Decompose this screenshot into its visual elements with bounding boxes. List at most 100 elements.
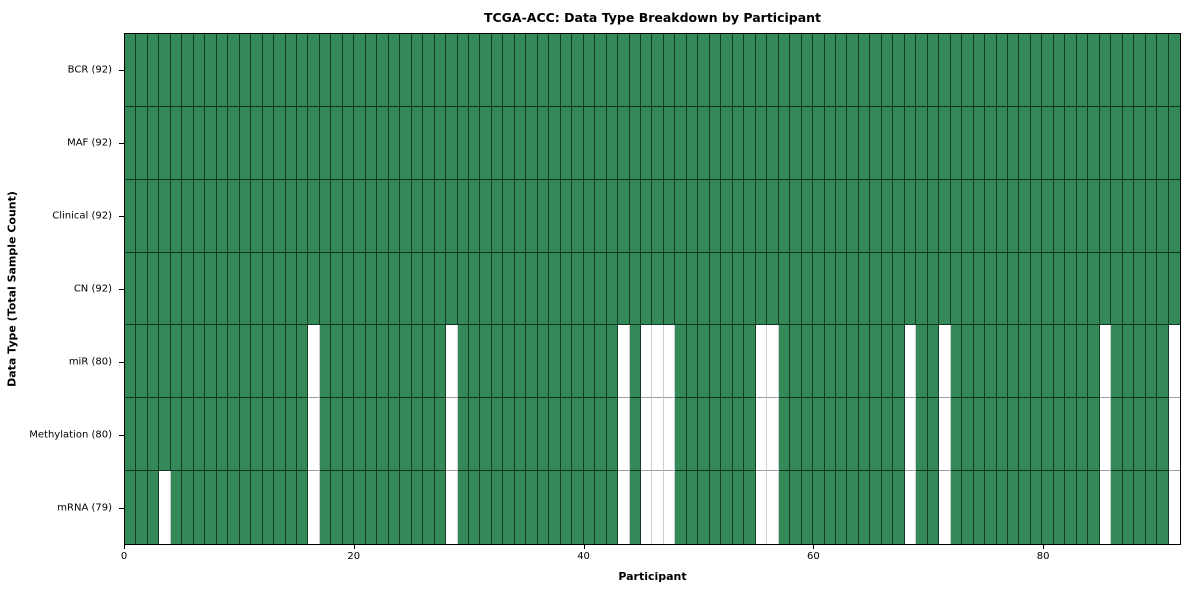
cell [939, 471, 951, 544]
cell [354, 471, 366, 544]
cell [1088, 471, 1100, 544]
cell [652, 325, 664, 399]
cell [950, 252, 963, 326]
cell [182, 252, 194, 326]
cell [125, 471, 137, 544]
cell [342, 106, 355, 180]
cell [652, 252, 664, 326]
cell [1157, 325, 1169, 399]
cell [870, 179, 882, 253]
cell [709, 179, 722, 253]
cell [262, 106, 275, 180]
cell [526, 34, 538, 107]
cell [870, 471, 882, 544]
cell [423, 179, 435, 253]
cell [732, 325, 745, 399]
cell [331, 252, 343, 326]
cell [686, 398, 699, 472]
cell [182, 471, 194, 544]
cell [1053, 179, 1066, 253]
cell [537, 252, 550, 326]
cell [572, 471, 584, 544]
cell [1030, 34, 1043, 107]
cell [996, 179, 1008, 253]
cell [228, 34, 240, 107]
cell [560, 106, 573, 180]
cell [1134, 34, 1146, 107]
cell [216, 34, 229, 107]
heatmap-row [125, 252, 1180, 326]
cell [182, 106, 194, 180]
cell [698, 252, 710, 326]
cell [147, 471, 160, 544]
cell [1111, 325, 1123, 399]
y-tick-mark [119, 289, 124, 290]
cell [1157, 398, 1169, 472]
cell [847, 34, 859, 107]
cell [170, 179, 183, 253]
cell [274, 106, 286, 180]
cell [1168, 179, 1180, 253]
cell [319, 398, 332, 472]
cell [193, 106, 206, 180]
cell [159, 471, 171, 544]
cell [205, 34, 217, 107]
cell [1042, 106, 1054, 180]
cell [1168, 398, 1180, 472]
cell [274, 325, 286, 399]
cell [537, 398, 550, 472]
cell [858, 34, 871, 107]
cell [147, 179, 160, 253]
cell [1065, 106, 1077, 180]
cell [641, 179, 653, 253]
cell [663, 106, 676, 180]
cell [216, 471, 229, 544]
heatmap-row [125, 398, 1180, 472]
heatmap-row [125, 179, 1180, 253]
cell [962, 325, 974, 399]
cell [457, 106, 470, 180]
y-tick-mark [119, 508, 124, 510]
cell [446, 471, 458, 544]
cell [939, 252, 951, 326]
cell [881, 34, 894, 107]
cell [858, 325, 871, 399]
cell [847, 471, 859, 544]
cell [583, 34, 596, 107]
cell [469, 252, 481, 326]
cell [686, 179, 699, 253]
cell [847, 179, 859, 253]
cell [1111, 398, 1123, 472]
cell [985, 106, 997, 180]
cell [893, 106, 905, 180]
cell [721, 471, 733, 544]
cell [1053, 106, 1066, 180]
cell [480, 34, 492, 107]
y-tick-label-methylation: Methylation (80) [29, 429, 112, 441]
cell [537, 34, 550, 107]
cell [1157, 471, 1169, 544]
cell [514, 34, 527, 107]
cell [801, 179, 814, 253]
cell [354, 325, 366, 399]
cell [824, 398, 836, 472]
cell [1019, 471, 1031, 544]
cell [434, 179, 447, 253]
cell [893, 471, 905, 544]
cell [893, 398, 905, 472]
cell [205, 179, 217, 253]
cell [1019, 34, 1031, 107]
cell [1053, 471, 1066, 544]
cell [881, 471, 894, 544]
cell [767, 252, 779, 326]
cell [675, 179, 687, 253]
cell [1065, 34, 1077, 107]
cell [503, 179, 515, 253]
cell [629, 106, 642, 180]
cell [285, 179, 297, 253]
cell [939, 106, 951, 180]
cell [1076, 179, 1089, 253]
cell [686, 106, 699, 180]
cell [469, 398, 481, 472]
cell [526, 106, 538, 180]
